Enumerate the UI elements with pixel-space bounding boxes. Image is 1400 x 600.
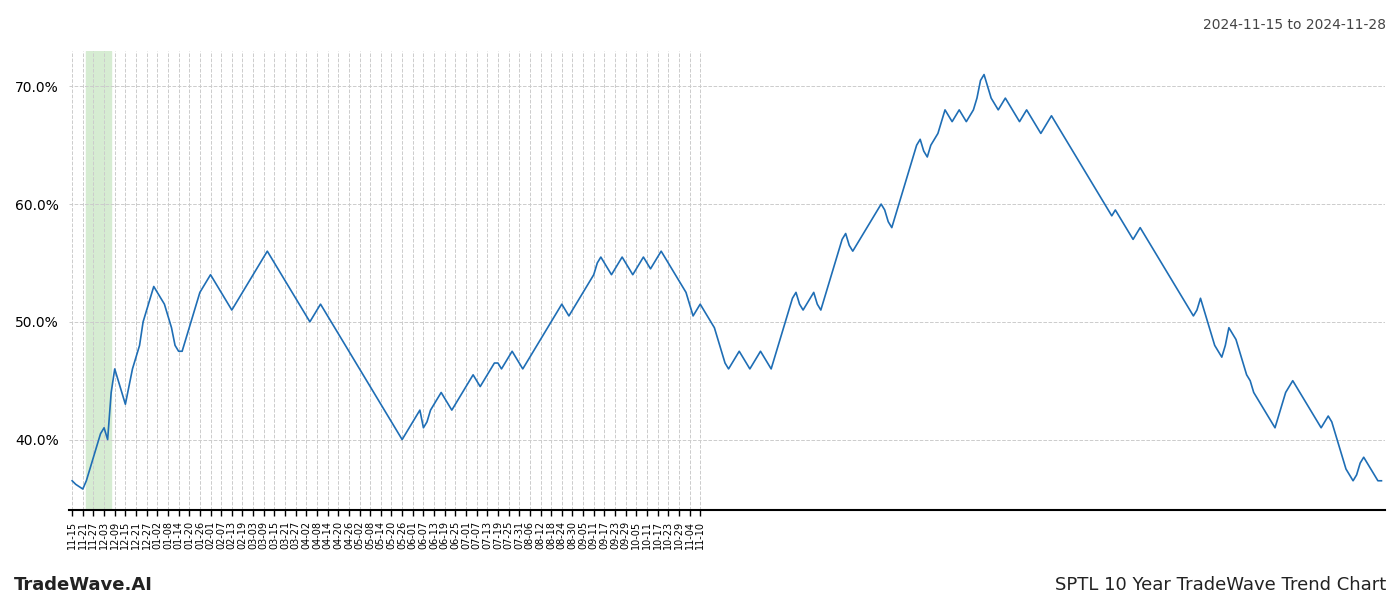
Text: SPTL 10 Year TradeWave Trend Chart: SPTL 10 Year TradeWave Trend Chart [1054, 576, 1386, 594]
Text: TradeWave.AI: TradeWave.AI [14, 576, 153, 594]
Bar [87, 51, 111, 510]
Text: 2024-11-15 to 2024-11-28: 2024-11-15 to 2024-11-28 [1203, 18, 1386, 32]
